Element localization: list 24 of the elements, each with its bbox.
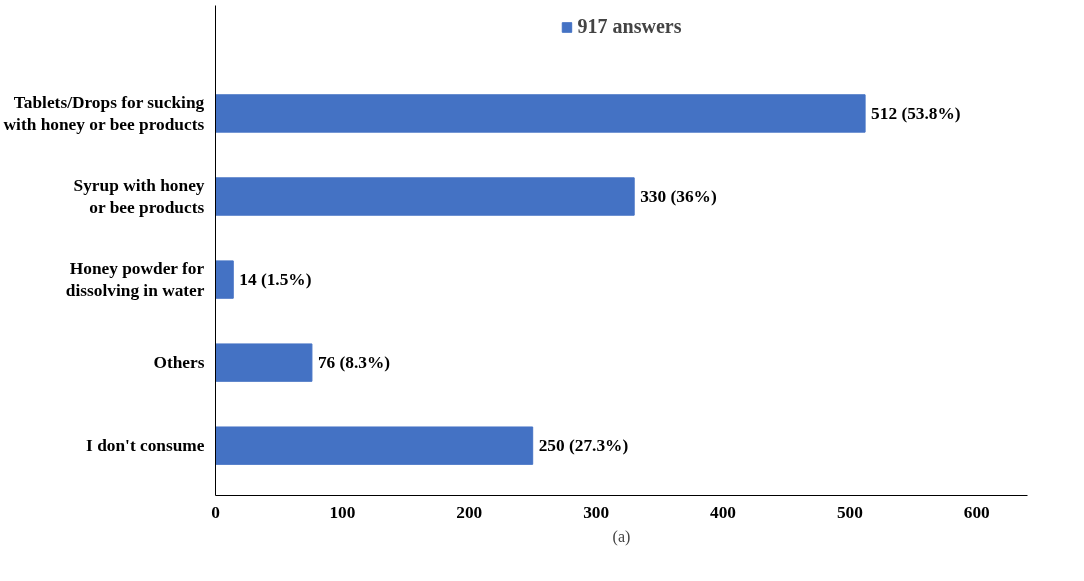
- x-tick-label: 300: [583, 502, 610, 522]
- x-tick-label: 200: [456, 502, 483, 522]
- bar: [215, 260, 234, 299]
- text: 250 (27.3%): [538, 436, 629, 456]
- bar: [215, 343, 313, 382]
- y-tick-label: Tablets/Drops for sucking with honey or bee products: [3, 92, 205, 135]
- text: (a): [612, 527, 631, 546]
- text: 14 (1.5%): [239, 270, 312, 290]
- bar: [215, 177, 635, 216]
- bar: [215, 426, 534, 465]
- text: 330 (36%): [640, 187, 717, 207]
- x-tick-label: 400: [710, 502, 736, 522]
- text: 512 (53.8%): [871, 103, 961, 123]
- y-tick-label: Honey powder for dissolving in water: [65, 258, 205, 301]
- x-tick-label: 500: [836, 502, 863, 522]
- x-tick-label: 100: [329, 502, 356, 522]
- y-tick-label: I don't consume: [86, 436, 205, 456]
- bar: [215, 94, 866, 133]
- y-tick-label: Others: [153, 353, 205, 373]
- text: 76 (8.3%): [317, 353, 391, 373]
- x-tick-label: 600: [963, 502, 990, 522]
- y-tick-label: Syrup with honey or bee products: [73, 175, 205, 218]
- x-tick-label: 0: [211, 502, 220, 522]
- legend-label: 917 answers: [577, 15, 682, 38]
